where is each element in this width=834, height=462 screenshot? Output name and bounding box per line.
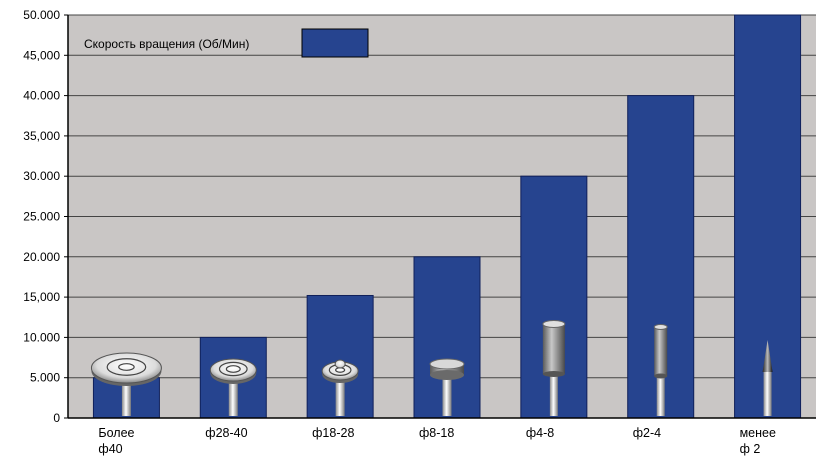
x-category-label: Более ф40 — [98, 426, 134, 456]
y-tick-label: 10.000 — [23, 330, 60, 344]
x-category-label: ф4-8 — [526, 426, 554, 440]
x-axis-category-labels: Более ф40 ф28-40 ф18-28 ф8-18 ф4-8 ф2-4 менее ф … — [98, 426, 776, 456]
tall-cylinder-point-icon — [542, 320, 566, 416]
y-tick-label: 0 — [53, 411, 60, 425]
legend-label: Скорость вращения (Об/Мин) — [84, 37, 249, 51]
y-tick-label: 45,000 — [23, 48, 60, 62]
y-tick-label: 15,000 — [23, 290, 60, 304]
y-tick-label: 50.000 — [23, 8, 60, 22]
tool-illustrations — [90, 320, 773, 416]
y-tick-label: 20.000 — [23, 250, 60, 264]
small-disc-wheel-icon — [321, 359, 359, 416]
x-category-label: ф2-4 — [633, 426, 661, 440]
narrow-cylinder-point-icon — [653, 324, 668, 416]
wide-disc-wheel-icon — [90, 352, 162, 416]
x-category-label: ф28-40 — [205, 426, 247, 440]
y-tick-label: 25.000 — [23, 210, 60, 224]
y-tick-label: 40.000 — [23, 89, 60, 103]
y-axis-tick-labels: 0 5.000 10.000 15,000 20.000 25.000 30.000 35,0… — [23, 8, 68, 425]
medium-disc-wheel-icon — [209, 358, 257, 416]
x-category-label: ф18-28 — [312, 426, 354, 440]
cone-point-icon — [762, 340, 773, 416]
legend-swatch — [301, 28, 369, 58]
x-category-label: ф8-18 — [419, 426, 454, 440]
y-tick-label: 30.000 — [23, 169, 60, 183]
y-tick-label: 5.000 — [30, 371, 60, 385]
x-category-label: менее ф 2 — [740, 426, 776, 456]
legend: Скорость вращения (Об/Мин) — [84, 28, 369, 58]
flat-cylinder-wheel-icon — [429, 358, 465, 416]
y-tick-label: 35,000 — [23, 129, 60, 143]
